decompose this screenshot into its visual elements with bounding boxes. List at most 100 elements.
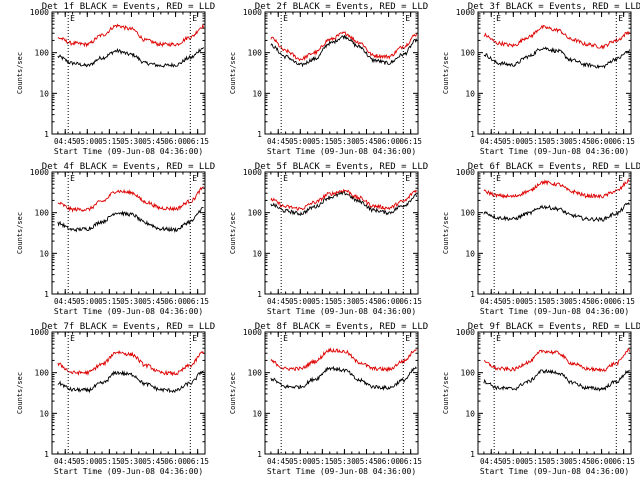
x-tick-label: 05:00: [502, 457, 525, 466]
x-tick-label: 05:15: [311, 457, 334, 466]
x-tick-label: 05:45: [568, 457, 591, 466]
x-tick-label: 05:15: [524, 457, 547, 466]
events-series-line: [270, 190, 417, 217]
panel-title: Det 8f BLACK = Events, RED = LLD: [255, 322, 428, 332]
panel-title: Det 7f BLACK = Events, RED = LLD: [42, 322, 215, 332]
plot-frame: [51, 331, 206, 455]
panel-title: Det 6f BLACK = Events, RED = LLD: [468, 162, 640, 172]
plot-frame: [264, 171, 419, 295]
x-axis-label: Start Time (09-Jun-08 04:36:00): [54, 467, 203, 476]
panel-2: Det 2f BLACK = Events, RED = LLD 1 10 100 10…: [229, 2, 428, 156]
events-series-line: [57, 206, 204, 234]
lld-series-line: [57, 23, 204, 48]
x-tick-label: 06:00: [164, 297, 187, 306]
y-axis-label: Counts/sec: [16, 372, 24, 414]
y-tick-label: 100: [248, 209, 263, 218]
marker-label: E: [405, 14, 410, 23]
panel-7: Det 7f BLACK = Events, RED = LLD 1 10 100 10…: [16, 322, 215, 476]
x-tick-label: 05:30: [120, 137, 143, 146]
x-tick-label: 06:00: [377, 297, 400, 306]
y-tick-label: 1: [470, 290, 475, 299]
x-tick-label: 06:15: [186, 297, 209, 306]
x-tick-label: 04:45: [480, 137, 503, 146]
x-tick-label: 05:30: [120, 297, 143, 306]
events-series-line: [270, 365, 417, 392]
y-tick-label: 10: [252, 249, 262, 258]
marker-label: E: [496, 334, 501, 343]
events-series-line: [270, 34, 417, 68]
x-tick-label: 04:45: [267, 137, 290, 146]
events-series-line: [483, 46, 630, 69]
lld-series-line: [483, 178, 630, 199]
x-tick-label: 04:45: [54, 297, 77, 306]
x-tick-label: 04:45: [480, 457, 503, 466]
lld-series-line: [270, 347, 417, 373]
x-tick-label: 05:15: [98, 137, 121, 146]
x-tick-label: 05:30: [546, 297, 569, 306]
events-series-line: [57, 47, 204, 68]
x-tick-label: 06:00: [164, 137, 187, 146]
y-tick-label: 100: [461, 369, 476, 378]
y-axis-label: Counts/sec: [442, 212, 450, 254]
y-axis-label: Counts/sec: [16, 52, 24, 94]
plot-frame: [477, 171, 632, 295]
lld-series-line: [57, 186, 204, 213]
x-tick-label: 06:15: [399, 457, 422, 466]
x-tick-label: 04:45: [267, 297, 290, 306]
x-tick-label: 06:00: [377, 457, 400, 466]
panel-title: Det 1f BLACK = Events, RED = LLD: [42, 2, 215, 12]
panel-8: Det 8f BLACK = Events, RED = LLD 1 10 100 10…: [229, 322, 428, 476]
x-tick-label: 05:15: [524, 297, 547, 306]
x-tick-label: 05:15: [98, 297, 121, 306]
y-tick-label: 100: [461, 49, 476, 58]
x-tick-label: 05:30: [333, 137, 356, 146]
y-tick-label: 10: [39, 89, 49, 98]
y-axis-label: Counts/sec: [229, 212, 237, 254]
y-tick-label: 1000: [30, 328, 49, 337]
x-tick-label: 05:00: [289, 297, 312, 306]
x-tick-label: 05:45: [142, 297, 165, 306]
y-tick-label: 1000: [243, 8, 262, 17]
y-axis-label: Counts/sec: [16, 212, 24, 254]
y-tick-label: 10: [39, 249, 49, 258]
x-tick-label: 04:45: [54, 457, 77, 466]
plot-frame: [477, 11, 632, 135]
lld-series-line: [57, 350, 204, 377]
panel-6: Det 6f BLACK = Events, RED = LLD 1 10 100 10…: [442, 162, 640, 316]
x-tick-label: 04:45: [480, 297, 503, 306]
y-tick-label: 1000: [456, 328, 475, 337]
y-tick-label: 10: [465, 249, 475, 258]
lld-series-line: [270, 188, 417, 211]
events-series-line: [57, 370, 204, 394]
x-tick-label: 06:15: [399, 297, 422, 306]
y-tick-label: 1: [470, 130, 475, 139]
y-tick-label: 1: [44, 450, 49, 459]
marker-label: E: [192, 174, 197, 183]
x-tick-label: 05:15: [311, 297, 334, 306]
panel-5: Det 5f BLACK = Events, RED = LLD 1 10 100 10…: [229, 162, 428, 316]
y-axis-label: Counts/sec: [442, 52, 450, 94]
x-tick-label: 05:15: [524, 137, 547, 146]
marker-label: E: [192, 14, 197, 23]
x-tick-label: 06:00: [590, 297, 613, 306]
marker-label: E: [70, 174, 75, 183]
x-tick-label: 05:30: [120, 457, 143, 466]
y-tick-label: 1: [470, 450, 475, 459]
x-tick-label: 06:15: [612, 297, 635, 306]
x-tick-label: 06:00: [377, 137, 400, 146]
y-tick-label: 100: [461, 209, 476, 218]
y-tick-label: 1: [257, 130, 262, 139]
events-series-line: [483, 201, 630, 223]
x-tick-label: 05:45: [568, 297, 591, 306]
marker-label: E: [496, 174, 501, 183]
x-tick-label: 05:00: [76, 297, 99, 306]
x-tick-label: 06:15: [186, 457, 209, 466]
x-tick-label: 06:15: [612, 137, 635, 146]
y-tick-label: 100: [35, 49, 50, 58]
x-tick-label: 05:30: [333, 297, 356, 306]
x-axis-label: Start Time (09-Jun-08 04:36:00): [267, 147, 416, 156]
x-tick-label: 06:15: [399, 137, 422, 146]
plot-frame: [264, 331, 419, 455]
x-tick-label: 04:45: [54, 137, 77, 146]
